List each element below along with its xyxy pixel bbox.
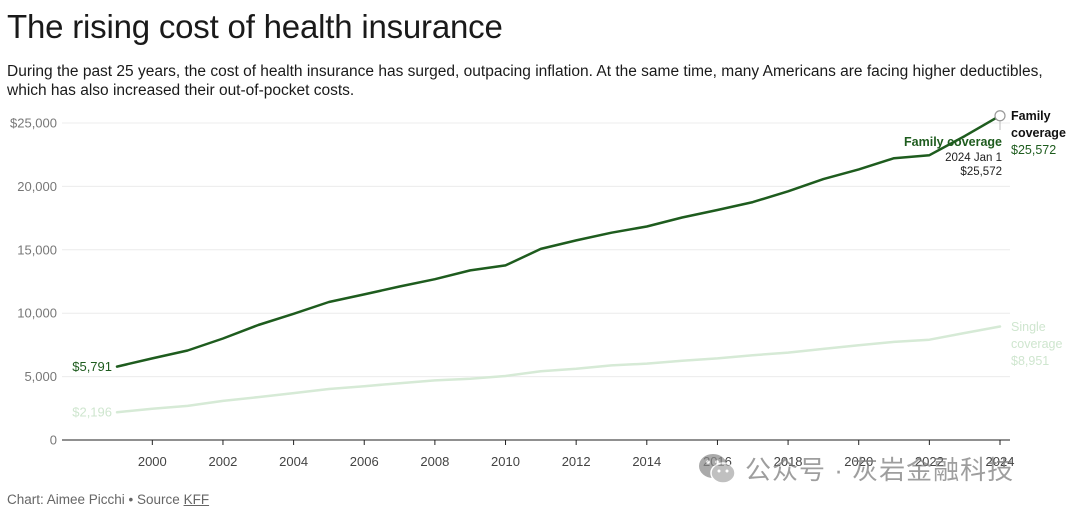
watermark-text: 公众号 · 灰岩金融科技 [745,455,1015,485]
y-tick-label: $25,000 [10,116,57,131]
watermark: 公众号 · 灰岩金融科技 [697,450,1014,487]
x-tick-label: 2014 [632,454,661,469]
single-coverage-end-label-value: $8,951 [1011,354,1049,368]
chart-credit: Chart: Aimee Picchi • Source [7,492,184,507]
source-link[interactable]: KFF [183,492,210,507]
y-tick-label: 5,000 [24,369,57,384]
series-layer [115,114,1002,414]
x-tick-label: 2020 [844,454,873,469]
single-coverage-line [115,325,1002,414]
chart-subtitle: During the past 25 years, the cost of he… [7,63,1043,99]
x-axis-ticks: 2000200220042006200820102012201420162018… [138,440,1015,469]
x-tick-label: 2022 [915,454,944,469]
wechat-icon [699,453,736,484]
single-coverage-end-label-line2: coverage [1011,337,1062,351]
family-coverage-end-label-line1: Family [1011,109,1051,123]
tooltip-series: Family coverage [904,135,1002,149]
y-tick-label: 0 [50,433,57,448]
single-coverage-end-label-line1: Single [1011,320,1046,334]
grid-lines [62,122,1010,441]
y-tick-label: 15,000 [17,242,57,257]
x-tick-label: 2004 [279,454,308,469]
chart-footer: Chart: Aimee Picchi • Source KFF [7,492,209,507]
tooltip-marker [994,110,1006,122]
tooltip: Family coverage 2024 Jan 1 $25,572 [904,110,1006,178]
tooltip-value: $25,572 [960,166,1002,178]
y-tick-label: 20,000 [17,179,57,194]
family-coverage-line [115,114,1002,368]
single-coverage-start-label: $2,196 [72,405,112,420]
family-coverage-end-label-value: $25,572 [1011,143,1056,157]
chart-title: The rising cost of health insurance [7,8,503,45]
family-coverage-end-label-line2: coverage [1011,126,1066,140]
y-tick-label: 10,000 [17,306,57,321]
x-tick-label: 2010 [491,454,520,469]
x-tick-label: 2006 [350,454,379,469]
series-labels: $5,791 Family coverage $25,572 $2,196 Single c… [72,109,1066,420]
x-tick-label: 2008 [420,454,449,469]
x-tick-label: 2018 [774,454,803,469]
x-tick-label: 2024 [986,454,1015,469]
x-tick-label: 2002 [208,454,237,469]
tooltip-date: 2024 Jan 1 [945,152,1002,164]
x-tick-label: 2012 [562,454,591,469]
y-axis-ticks: $25,000 20,000 15,000 10,000 5,000 0 [10,116,57,448]
family-coverage-start-label: $5,791 [72,359,112,374]
x-tick-label: 2000 [138,454,167,469]
